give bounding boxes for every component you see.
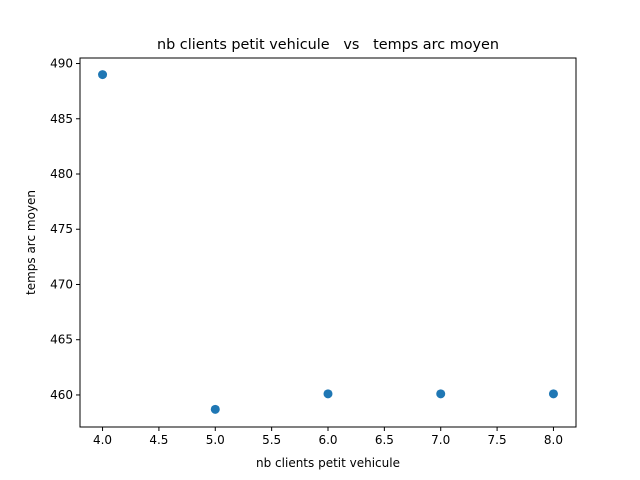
axes-frame — [79, 57, 577, 428]
x-tick-label: 4.0 — [93, 433, 112, 447]
y-tick-label: 475 — [50, 222, 73, 236]
x-tick-label: 7.0 — [431, 433, 450, 447]
y-tick-label: 460 — [50, 388, 73, 402]
x-axis-label: nb clients petit vehicule — [256, 456, 400, 470]
y-tick-label: 485 — [50, 112, 73, 126]
y-tick-label: 490 — [50, 57, 73, 71]
x-tick-label: 6.0 — [318, 433, 337, 447]
data-point — [98, 70, 108, 80]
x-tick-label: 5.5 — [262, 433, 281, 447]
y-axis-label: temps arc moyen — [24, 190, 38, 295]
x-tick-label: 8.0 — [544, 433, 563, 447]
y-tick-label: 480 — [50, 167, 73, 181]
data-point — [210, 404, 220, 414]
x-tick-label: 6.5 — [375, 433, 394, 447]
data-point — [548, 389, 558, 399]
y-tick-label: 465 — [50, 333, 73, 347]
plot-area: 4.0 4.5 5.0 5.5 6.0 6.5 7.0 7.5 8.0 460 465 470 475 4… — [50, 57, 563, 447]
x-tick-label: 5.0 — [206, 433, 225, 447]
y-tick-label: 470 — [50, 277, 73, 291]
x-tick-label: 7.5 — [488, 433, 507, 447]
data-point — [436, 389, 446, 399]
chart-title: nb clients petit vehicule vs temps arc m… — [157, 37, 499, 53]
x-tick-label: 4.5 — [149, 433, 168, 447]
data-point — [323, 389, 333, 399]
